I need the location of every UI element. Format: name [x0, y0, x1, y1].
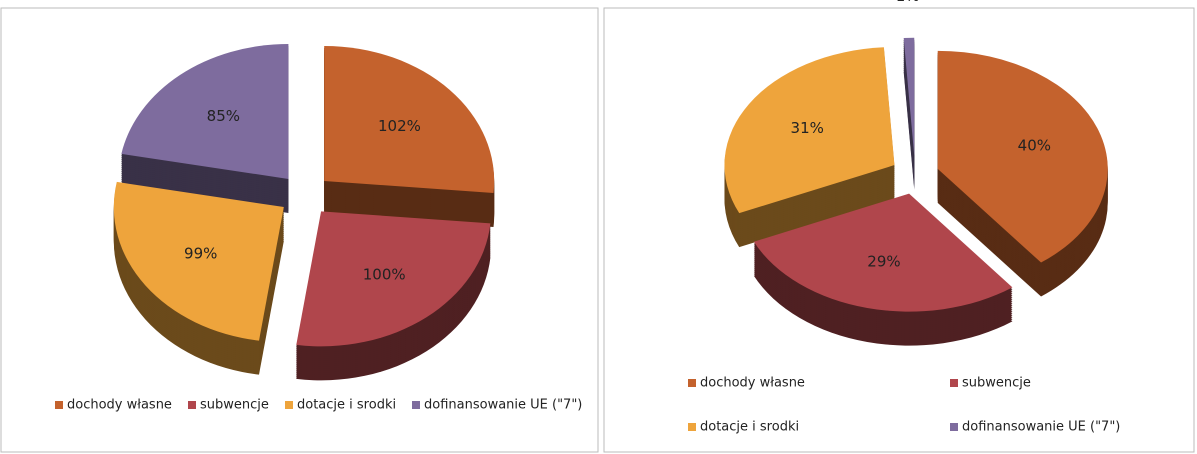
slice: [753, 193, 1013, 312]
legend-label: dochody własne: [67, 398, 172, 413]
panel: [0, 7, 599, 453]
data-label: 1%: [896, 0, 920, 5]
slice: [296, 211, 491, 347]
data-label: 102%: [378, 117, 421, 135]
legend-label: dochody własne: [700, 376, 805, 391]
legend-swatch: [950, 423, 958, 431]
legend-label: subwencje: [962, 376, 1031, 391]
legend-swatch: [688, 423, 696, 431]
slice: [121, 43, 289, 179]
legend-swatch: [188, 401, 196, 409]
slice: [903, 37, 915, 156]
data-label: 40%: [1018, 137, 1051, 155]
data-label: 29%: [867, 253, 900, 271]
slice: [724, 47, 895, 214]
legend-swatch: [950, 379, 958, 387]
slice: [937, 50, 1108, 263]
legend-label: dotacje i srodki: [700, 420, 799, 435]
legend-label: subwencje: [200, 398, 269, 413]
legend-label: dofinansowanie UE ("7"): [962, 420, 1120, 435]
data-label: 99%: [184, 245, 217, 263]
legend-label: dotacje i srodki: [297, 398, 396, 413]
data-label: 100%: [363, 265, 406, 283]
legend-swatch: [412, 401, 420, 409]
data-label: 31%: [791, 119, 824, 137]
slice: [324, 45, 495, 194]
data-label: 85%: [207, 107, 240, 125]
slice: [113, 181, 284, 341]
legend-swatch: [55, 401, 63, 409]
legend-swatch: [688, 379, 696, 387]
legend-label: dofinansowanie UE ("7"): [424, 398, 582, 413]
legend-swatch: [285, 401, 293, 409]
